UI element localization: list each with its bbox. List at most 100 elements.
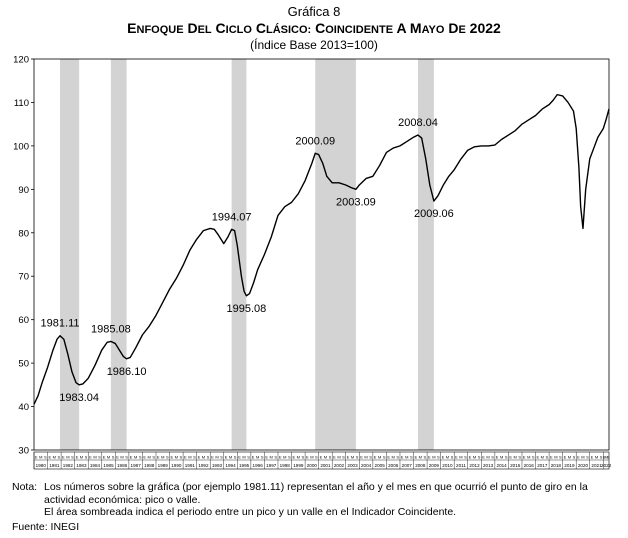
- x-month-label: E: [184, 455, 187, 460]
- turning-point-label: 1985.08: [91, 323, 131, 335]
- x-tick-label: 1995: [239, 463, 250, 468]
- x-month-label: S: [369, 455, 372, 460]
- y-tick-label: 90: [18, 185, 29, 196]
- x-tick-label: 1994: [225, 463, 236, 468]
- x-month-label: M: [554, 455, 557, 460]
- x-month-label: E: [48, 455, 51, 460]
- x-month-label: E: [89, 455, 92, 460]
- x-tick-label: 1982: [63, 463, 74, 468]
- x-month-label: S: [193, 455, 196, 460]
- x-tick-label: 1991: [185, 463, 196, 468]
- x-tick-label: 2020: [578, 463, 589, 468]
- x-tick-label: 1998: [280, 463, 291, 468]
- x-tick-label: 2012: [469, 463, 480, 468]
- x-month-label: M: [527, 455, 530, 460]
- x-month-label: S: [125, 455, 128, 460]
- x-month-label: S: [85, 455, 88, 460]
- x-month-label: M: [595, 455, 598, 460]
- x-tick-label: 2001: [320, 463, 331, 468]
- x-month-label: E: [76, 455, 79, 460]
- x-month-label: M: [473, 455, 476, 460]
- x-month-label: S: [573, 455, 576, 460]
- shaded-period-0: [60, 59, 80, 450]
- x-month-label: E: [509, 455, 512, 460]
- chart-subtitle: (Índice Base 2013=100): [250, 38, 378, 52]
- x-tick-label: 1986: [117, 463, 128, 468]
- x-month-label: M: [446, 455, 449, 460]
- x-month-label: M: [134, 455, 137, 460]
- x-month-label: E: [577, 455, 580, 460]
- x-month-label: E: [387, 455, 390, 460]
- x-month-label: E: [292, 455, 295, 460]
- x-month-label: S: [559, 455, 562, 460]
- x-month-label: M: [541, 455, 544, 460]
- x-month-label: E: [211, 455, 214, 460]
- note-text: Los números sobre la gráfica (por ejempl…: [44, 481, 588, 506]
- x-month-label: M: [459, 455, 462, 460]
- x-month-label: E: [62, 455, 65, 460]
- x-month-label: M: [229, 455, 232, 460]
- y-tick-label: 120: [13, 55, 29, 66]
- x-month-label: S: [180, 455, 183, 460]
- x-month-label: E: [35, 455, 38, 460]
- turning-point-label: 1986.10: [107, 366, 147, 378]
- x-tick-label: 2018: [551, 463, 562, 468]
- x-month-label: M: [392, 455, 395, 460]
- y-tick-label: 50: [18, 359, 29, 370]
- x-month-label: M: [310, 455, 313, 460]
- y-tick-label: 60: [18, 315, 29, 326]
- x-tick-label: 1983: [76, 463, 87, 468]
- x-month-label: E: [550, 455, 553, 460]
- x-tick-label: 2011: [456, 463, 466, 468]
- chart-title: ENFOQUE DEL CICLO CLÁSICO: COINCIDENTE A…: [127, 20, 501, 36]
- x-month-label: E: [306, 455, 309, 460]
- y-tick-label: 80: [18, 228, 29, 239]
- x-month-label: S: [342, 455, 345, 460]
- x-tick-label: 2002: [334, 463, 345, 468]
- x-month-label: E: [536, 455, 539, 460]
- x-tick-label: 2006: [388, 463, 399, 468]
- x-month-label: S: [518, 455, 521, 460]
- x-month-label: E: [143, 455, 146, 460]
- x-month-label: E: [603, 455, 606, 460]
- turning-point-label: 2009.06: [414, 208, 454, 220]
- x-month-label: S: [464, 455, 467, 460]
- x-month-label: M: [351, 455, 354, 460]
- chart-note-shading: El área sombreada indica el periodo entr…: [44, 506, 457, 518]
- x-month-label: M: [283, 455, 286, 460]
- x-month-label: M: [270, 455, 273, 460]
- x-month-label: M: [500, 455, 503, 460]
- x-month-label: E: [442, 455, 445, 460]
- x-month-label: M: [256, 455, 259, 460]
- shaded-period-1: [110, 59, 127, 450]
- chart-source: Fuente: INEGI: [12, 521, 80, 533]
- x-month-label: E: [347, 455, 350, 460]
- turning-point-label: 2000.09: [295, 135, 335, 147]
- x-month-label: M: [161, 455, 164, 460]
- x-month-label: M: [405, 455, 408, 460]
- x-month-label: E: [252, 455, 255, 460]
- x-month-label: S: [58, 455, 61, 460]
- x-month-label: S: [220, 455, 223, 460]
- x-month-label: M: [337, 455, 340, 460]
- x-month-label: E: [225, 455, 228, 460]
- x-month-label: E: [103, 455, 106, 460]
- x-month-label: S: [139, 455, 142, 460]
- x-tick-label: 2008: [415, 463, 426, 468]
- turning-point-label: 2008.04: [398, 117, 438, 129]
- chart-note: Nota: Los números sobre la gráfica (por e…: [12, 481, 614, 507]
- x-tick-label: 2014: [497, 463, 508, 468]
- x-tick-label: 2017: [537, 463, 548, 468]
- note-label: Nota:: [12, 481, 38, 493]
- x-month-label: S: [329, 455, 332, 460]
- x-tick-label: 1981: [49, 463, 60, 468]
- x-tick-label: 2009: [429, 463, 440, 468]
- x-month-label: M: [324, 455, 327, 460]
- x-month-label: M: [39, 455, 42, 460]
- x-tick-label: 2004: [361, 463, 372, 468]
- turning-point-label: 1994.07: [212, 211, 252, 223]
- x-month-label: E: [333, 455, 336, 460]
- x-tick-label: 1996: [253, 463, 264, 468]
- x-month-label: S: [451, 455, 454, 460]
